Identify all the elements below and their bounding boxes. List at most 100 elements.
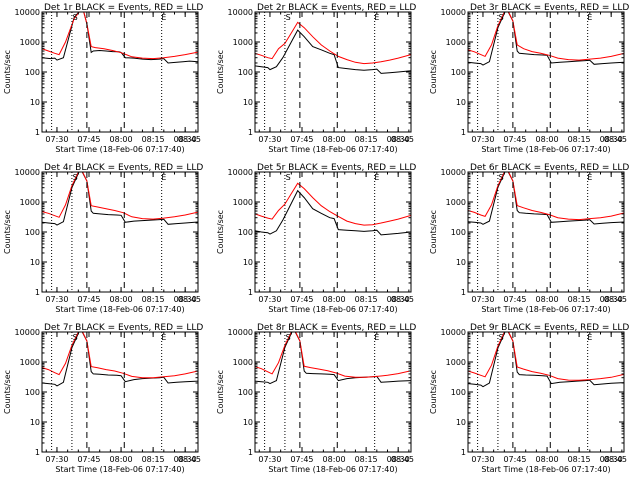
- y-tick-label: 1000: [233, 38, 253, 47]
- x-tick-label: 07:30: [471, 135, 494, 144]
- x-tick-label: 08:45: [178, 295, 201, 304]
- chart-title: Det 2r BLACK = Events, RED = LLD: [257, 3, 416, 13]
- x-tick-label: 08:45: [391, 135, 414, 144]
- annotation-label: E: [587, 13, 592, 22]
- x-tick-label: 07:30: [258, 295, 281, 304]
- y-tick-label: 100: [238, 228, 253, 237]
- plot-frame: [467, 331, 625, 453]
- plot-frame: [41, 11, 199, 133]
- y-tick-label: 10: [30, 418, 40, 427]
- annotation-label: S: [73, 13, 78, 22]
- plot-frame: [254, 331, 412, 453]
- plot-frame: [254, 171, 412, 293]
- y-tick-label: 1: [461, 128, 466, 137]
- x-tick-label: 07:45: [290, 455, 313, 464]
- x-tick-label: 07:30: [471, 455, 494, 464]
- x-tick-label: 08:15: [355, 135, 378, 144]
- lld-series-line: [42, 172, 198, 220]
- x-tick-label: 08:15: [568, 455, 591, 464]
- y-tick-label: 10000: [441, 8, 466, 17]
- y-tick-label: 1000: [20, 38, 40, 47]
- lld-series-line: [468, 172, 624, 221]
- y-tick-label: 1: [248, 288, 253, 297]
- y-tick-label: 1: [35, 448, 40, 457]
- y-tick-label: 10000: [228, 328, 253, 337]
- y-tick-label: 10000: [15, 8, 40, 17]
- y-tick-label: 10: [30, 98, 40, 107]
- x-tick-label: 08:45: [604, 295, 627, 304]
- x-axis-label: Start Time (18-Feb-06 07:17:40): [55, 305, 184, 314]
- chart-title: Det 7r BLACK = Events, RED = LLD: [44, 323, 203, 333]
- events-series-line: [255, 332, 411, 385]
- x-tick-label: 08:30: [387, 295, 410, 304]
- x-axis-label: Start Time (18-Feb-06 07:17:40): [268, 305, 397, 314]
- lld-series-line: [255, 182, 411, 226]
- chart-title: Det 8r BLACK = Events, RED = LLD: [257, 323, 416, 333]
- x-tick-label: 07:30: [471, 295, 494, 304]
- y-tick-label: 1000: [233, 358, 253, 367]
- y-tick-label: 10: [456, 98, 466, 107]
- annotation-label: S: [73, 333, 78, 342]
- events-series-line: [42, 332, 198, 387]
- annotation-label: E: [161, 333, 166, 342]
- x-tick-label: 08:15: [568, 135, 591, 144]
- events-series-line: [468, 332, 624, 388]
- lld-series-line: [255, 21, 411, 65]
- x-tick-label: 07:45: [290, 295, 313, 304]
- y-tick-label: 10000: [15, 328, 40, 337]
- x-tick-label: 07:30: [45, 455, 68, 464]
- events-series-line: [42, 172, 198, 226]
- x-axis-label: Start Time (18-Feb-06 07:17:40): [481, 465, 610, 474]
- y-tick-label: 100: [451, 68, 466, 77]
- annotation-label: E: [374, 13, 379, 22]
- chart-title: Det 6r BLACK = Events, RED = LLD: [470, 163, 629, 173]
- lld-series-line: [468, 332, 624, 381]
- x-tick-label: 08:30: [387, 135, 410, 144]
- y-axis-label: Counts/sec: [216, 50, 225, 94]
- annotation-label: S: [286, 333, 291, 342]
- x-tick-label: 07:45: [503, 135, 526, 144]
- chart-title: Det 5r BLACK = Events, RED = LLD: [257, 163, 416, 173]
- y-axis-label: Counts/sec: [216, 370, 225, 414]
- x-tick-label: 08:00: [110, 135, 133, 144]
- y-tick-label: 10: [243, 258, 253, 267]
- y-tick-label: 100: [25, 228, 40, 237]
- x-tick-label: 08:15: [142, 295, 165, 304]
- x-tick-label: 08:45: [391, 295, 414, 304]
- lld-series-line: [468, 12, 624, 61]
- y-tick-label: 10000: [228, 8, 253, 17]
- x-tick-label: 08:00: [536, 295, 559, 304]
- x-tick-label: 07:45: [77, 455, 100, 464]
- x-axis-label: Start Time (18-Feb-06 07:17:40): [268, 465, 397, 474]
- x-tick-label: 08:45: [178, 135, 201, 144]
- chart-title: Det 3r BLACK = Events, RED = LLD: [470, 3, 629, 13]
- x-tick-label: 08:00: [110, 295, 133, 304]
- x-tick-label: 08:30: [600, 455, 623, 464]
- annotation-label: E: [374, 173, 379, 182]
- chart-title: Det 4r BLACK = Events, RED = LLD: [44, 163, 203, 173]
- y-tick-label: 1000: [446, 358, 466, 367]
- plot-frame: [41, 331, 199, 453]
- events-series-line: [468, 172, 624, 225]
- x-tick-label: 07:45: [77, 295, 100, 304]
- x-tick-label: 08:15: [355, 455, 378, 464]
- annotation-label: S: [286, 173, 291, 182]
- x-tick-label: 08:15: [142, 455, 165, 464]
- y-tick-label: 1000: [20, 198, 40, 207]
- x-tick-label: 07:30: [45, 295, 68, 304]
- x-tick-label: 08:30: [600, 295, 623, 304]
- x-tick-label: 08:45: [604, 135, 627, 144]
- lld-series-line: [255, 332, 411, 378]
- annotation-label: S: [499, 13, 504, 22]
- x-tick-label: 08:00: [536, 455, 559, 464]
- y-axis-label: Counts/sec: [3, 370, 12, 414]
- x-tick-label: 08:30: [174, 135, 197, 144]
- y-tick-label: 1: [248, 128, 253, 137]
